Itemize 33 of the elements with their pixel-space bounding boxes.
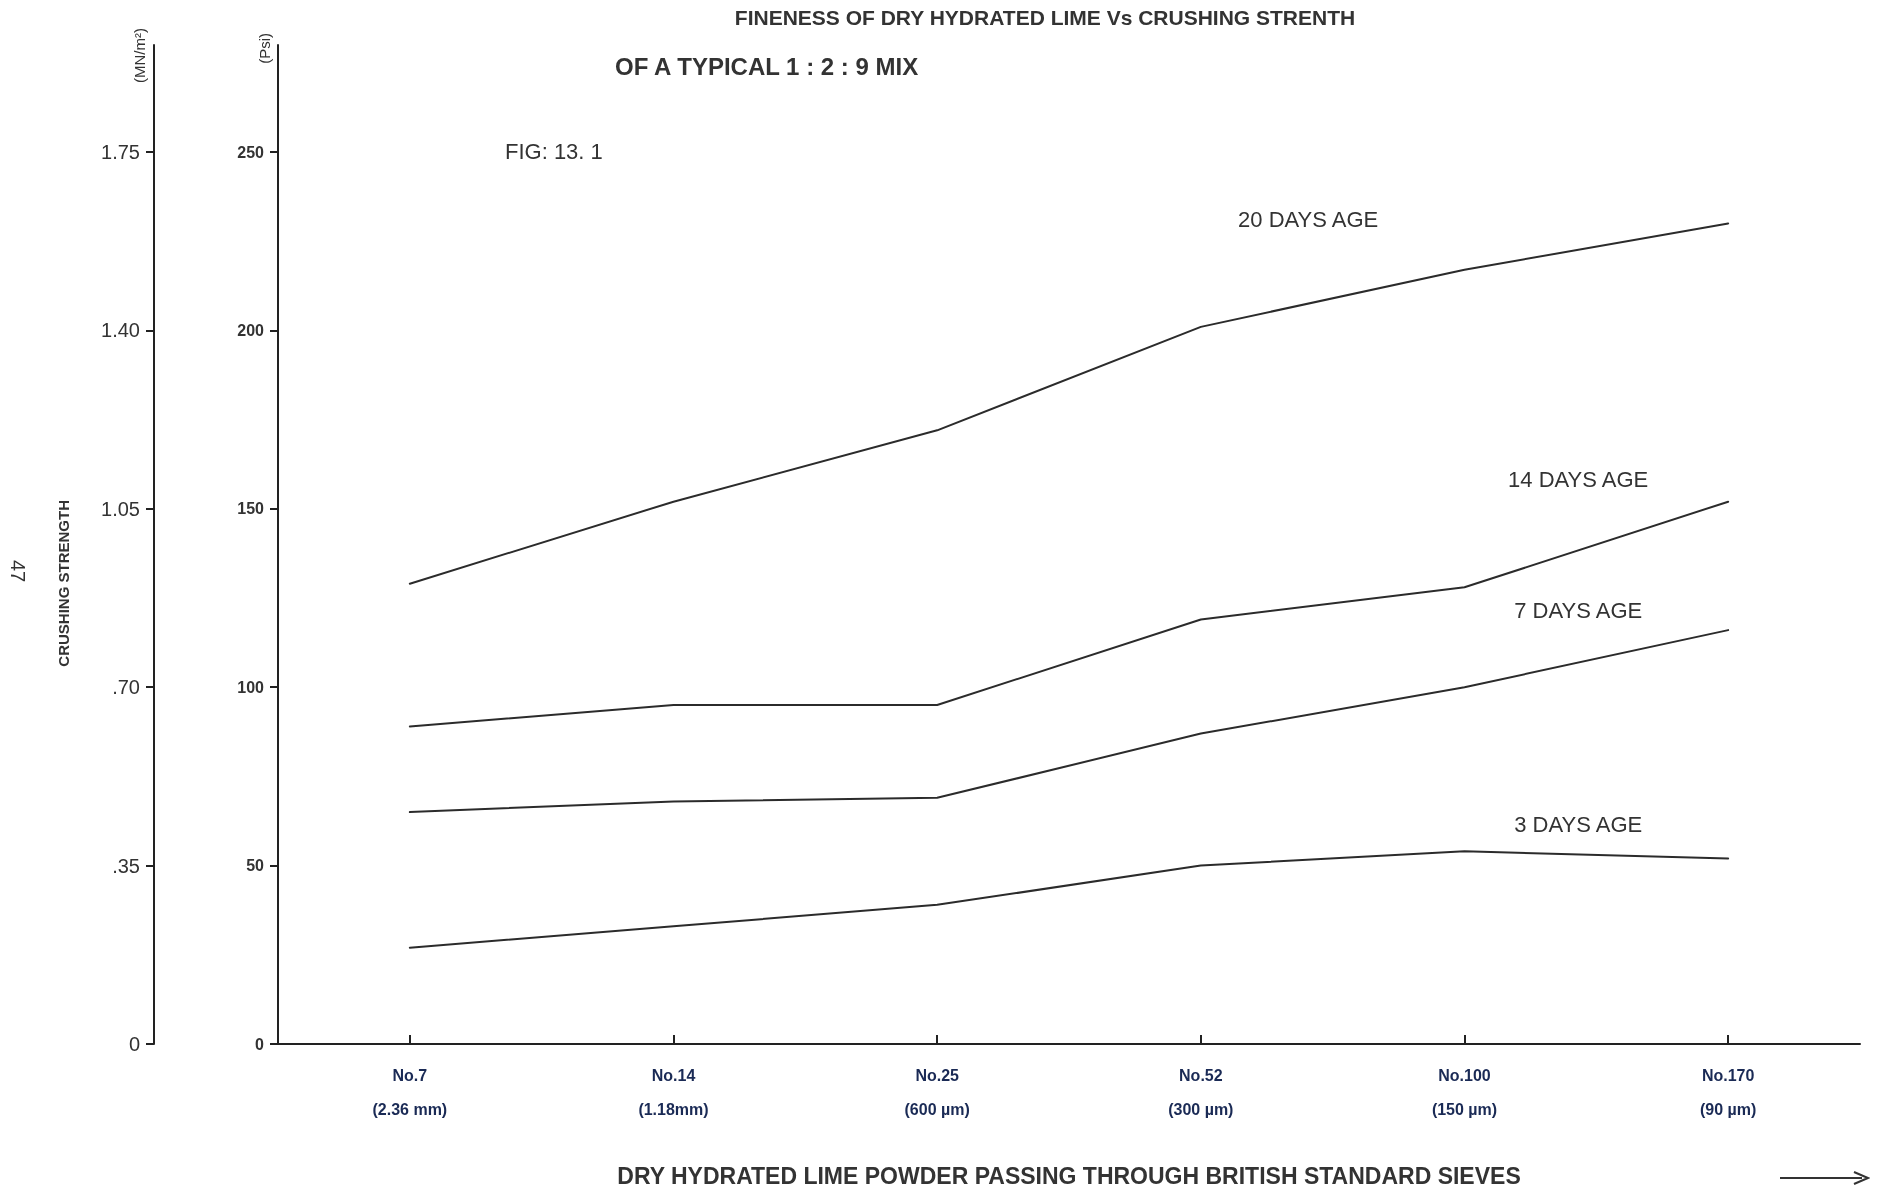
x-tick-label: No.7 (2.36 mm)	[372, 1066, 448, 1118]
x-tick-label: No.100 (150 µm)	[1431, 1066, 1498, 1118]
chart-subtitle: OF A TYPICAL 1 : 2 : 9 MIX	[615, 52, 919, 80]
line-series	[408, 629, 1730, 814]
annotation: FIG: 13. 1	[505, 138, 603, 164]
x-tick-label: No.25 (600 µm)	[904, 1066, 970, 1118]
y2-tick-label: .35	[112, 854, 140, 877]
x-tick-label: No.52 (300 µm)	[1168, 1066, 1234, 1118]
y-tick-label: 100	[237, 678, 265, 696]
series-label: 7 DAYS AGE	[1514, 597, 1643, 623]
y-tick-label: 150	[237, 500, 265, 518]
y2-tick-label: .70	[112, 676, 140, 699]
line-series	[408, 850, 1730, 949]
y-tick-label: 50	[246, 857, 265, 875]
y2-tick-label: 1.75	[101, 141, 140, 164]
text: 20 DAYS AGE	[1238, 206, 1379, 232]
y2-tick-label: 1.40	[101, 319, 140, 342]
x-tick-label: No.170 (90 µm)	[1699, 1066, 1757, 1118]
chart-title: FINENESS OF DRY HYDRATED LIME Vs CRUSHING STRENTH	[734, 6, 1356, 29]
series-label: 3 DAYS AGE	[1514, 811, 1643, 837]
y-tick-label: 200	[237, 321, 265, 339]
x-axis-title: DRY HYDRATED LIME POWDER PASSING THROUGH BRITISH STANDARD SIEVES	[617, 1162, 1521, 1189]
text: 47	[7, 560, 29, 583]
y-tick-label: 250	[237, 143, 265, 161]
y2-tick-label: 0	[128, 1033, 140, 1055]
line-series	[408, 500, 1730, 728]
y-tick-label: 0	[255, 1035, 265, 1053]
text: (MN/m²)	[131, 27, 148, 83]
y-axis-title: (Psi)	[256, 33, 273, 64]
x-tick-label: No.14 (1.18mm)	[638, 1066, 709, 1118]
series-label: 14 DAYS AGE	[1508, 467, 1649, 493]
y2-tick-label: 1.05	[101, 497, 140, 520]
y2-axis-title: CRUSHING STRENGTH	[55, 500, 72, 667]
